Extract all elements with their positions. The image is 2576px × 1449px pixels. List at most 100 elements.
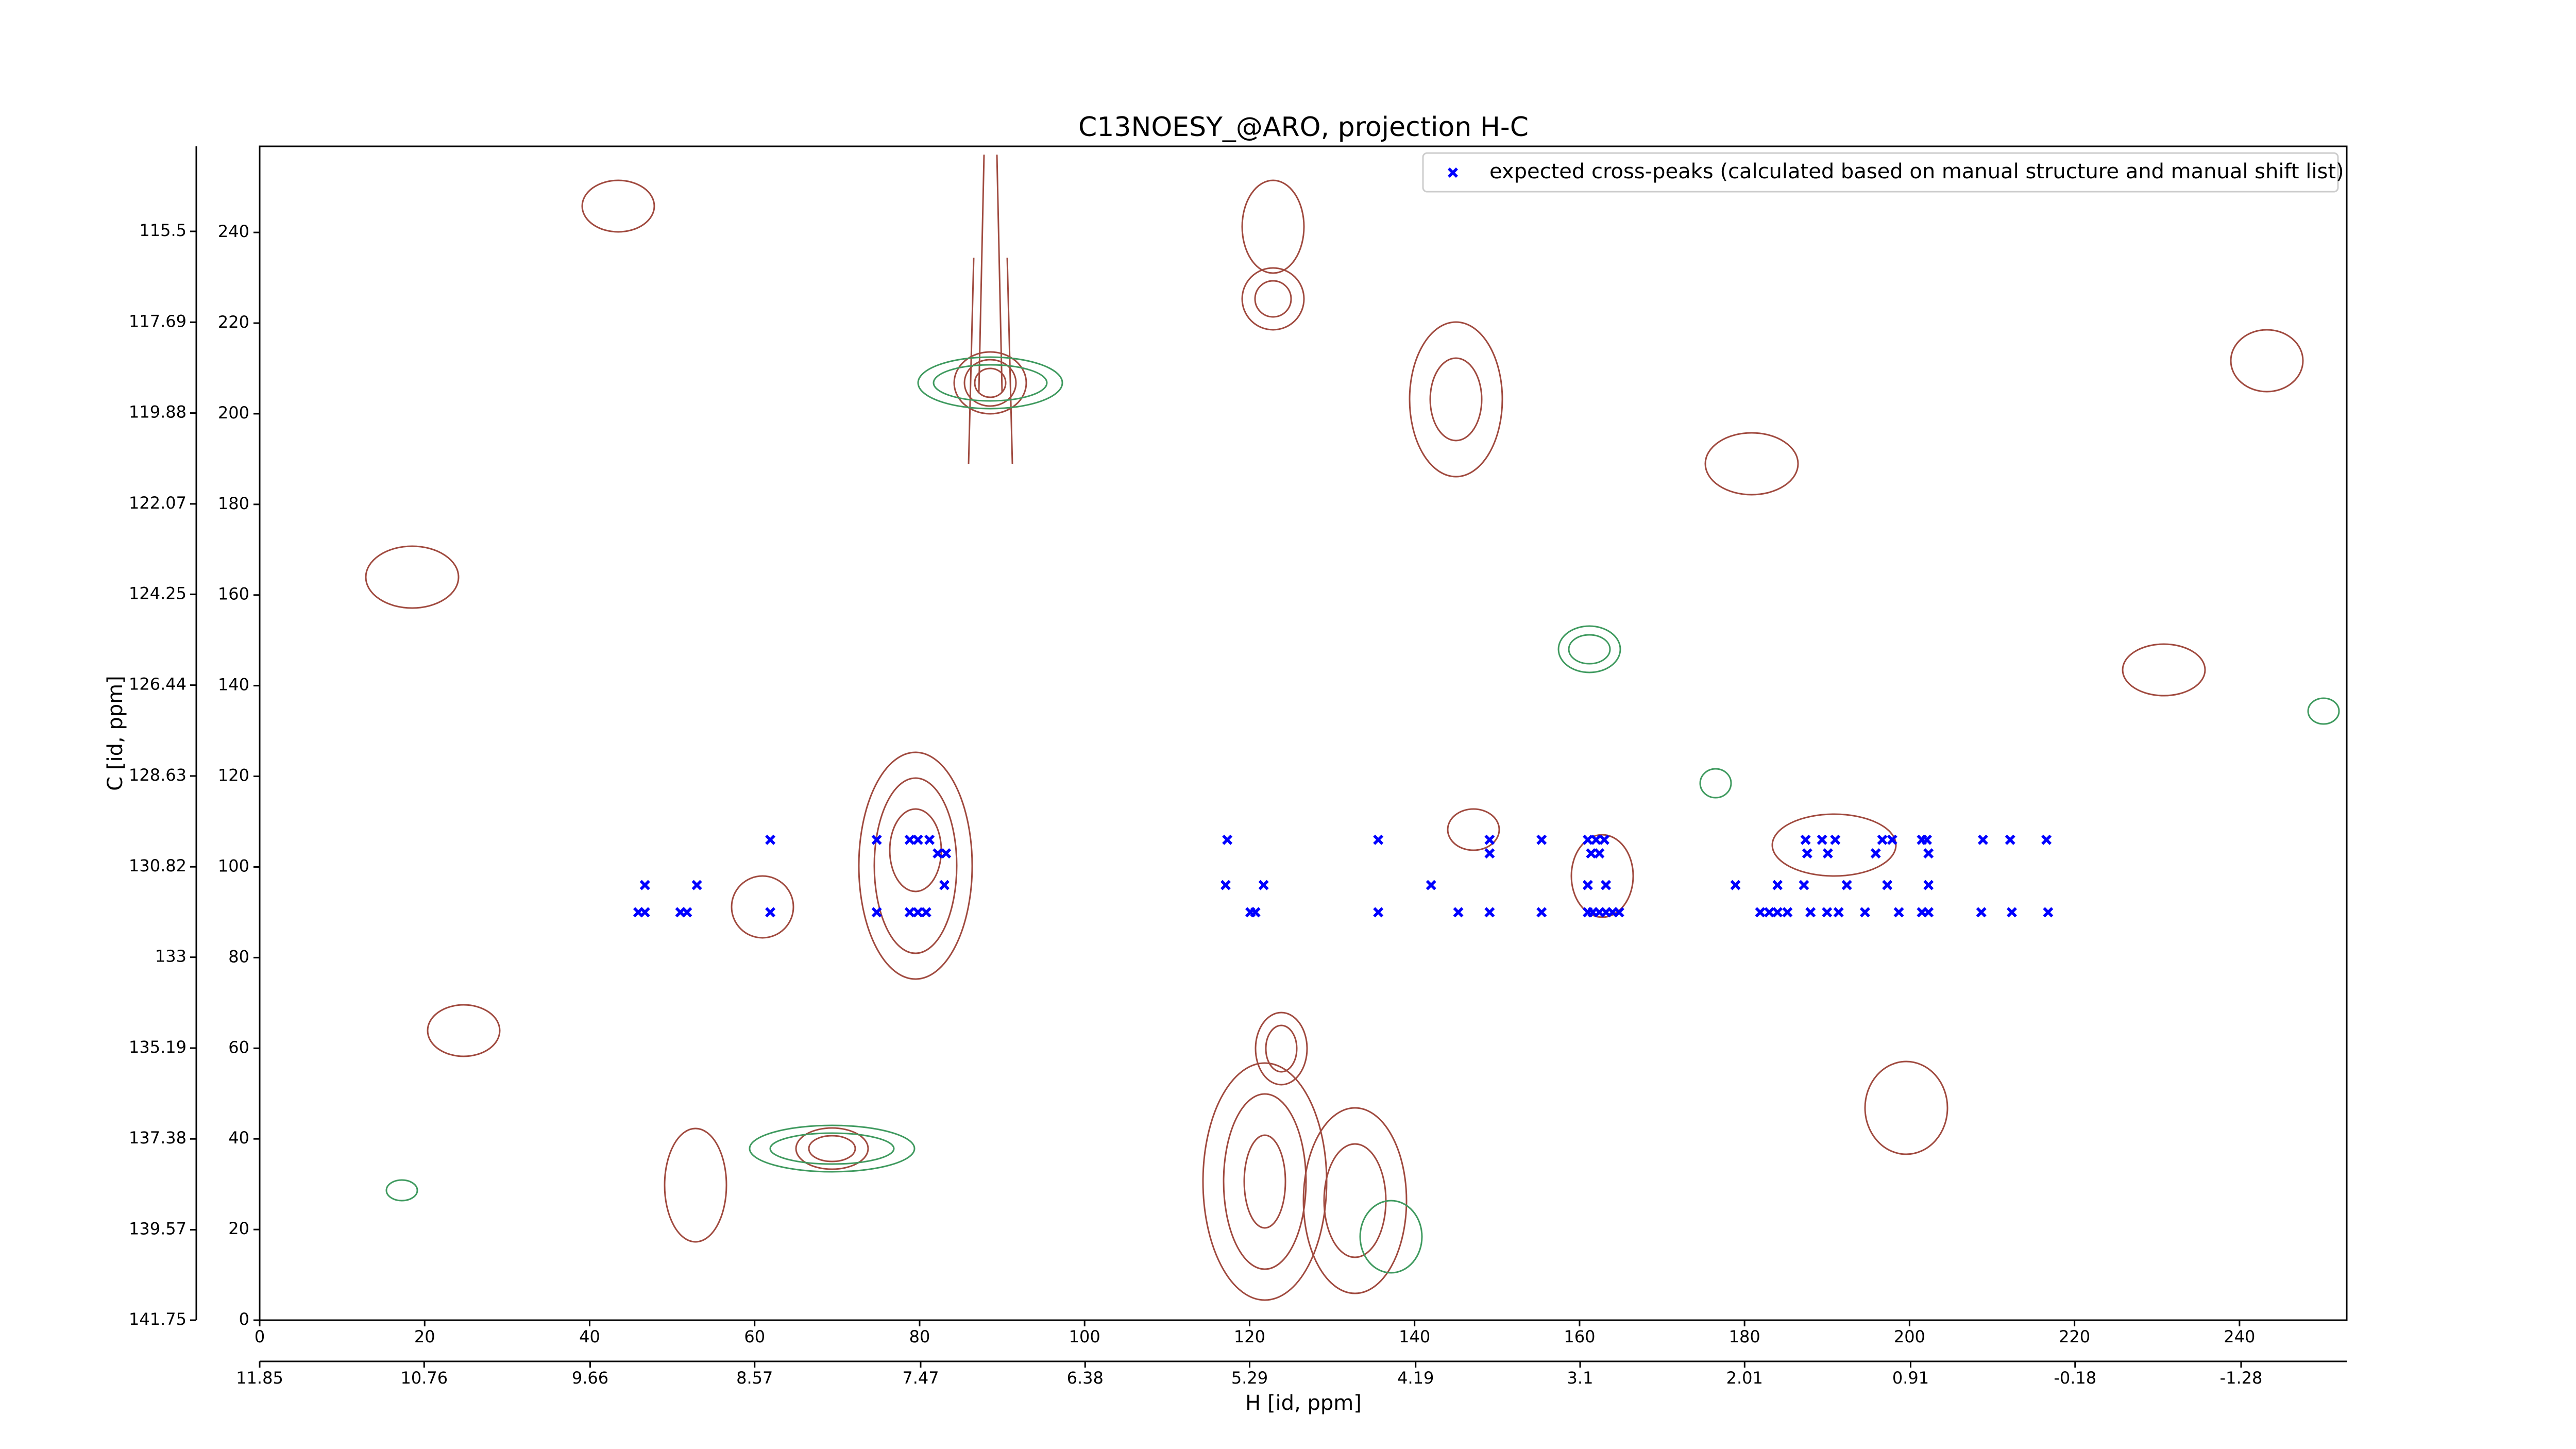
cross-peak: [1799, 880, 1809, 890]
y-tick-label: 40: [228, 1128, 249, 1148]
y-tick-label: 220: [218, 312, 249, 332]
y2-tick-label: 115.5: [139, 221, 187, 240]
plot-frame: [259, 145, 2348, 1321]
cross-peak: [2041, 834, 2052, 845]
y-tick-label: 0: [239, 1309, 249, 1329]
cross-peak: [1772, 907, 1783, 918]
cross-peak: [1484, 848, 1495, 859]
cross-peak: [2043, 907, 2054, 918]
cross-peak: [1599, 834, 1609, 845]
cross-peak: [1590, 834, 1601, 845]
x-tick-label: 200: [1894, 1327, 1925, 1346]
y-tick-label: 240: [218, 222, 249, 241]
x-tick-label: 100: [1069, 1327, 1100, 1346]
y-tick-label: 20: [228, 1219, 249, 1238]
cross-peak: [1833, 907, 1844, 918]
cross-peak: [1220, 880, 1231, 890]
cross-peak: [1882, 880, 1893, 890]
legend: [1422, 152, 2339, 193]
cross-peak: [1870, 848, 1881, 859]
legend-label: expected cross-peaks (calculated based o…: [1489, 160, 2344, 183]
cross-peak: [639, 907, 650, 918]
x2-tick-label: 8.57: [736, 1368, 773, 1388]
x2-tick-label: -1.28: [2220, 1368, 2263, 1388]
x2-tick-label: 6.38: [1067, 1368, 1104, 1388]
y2-tick-label: 124.25: [129, 583, 187, 603]
x2-tick-label: 11.85: [236, 1368, 283, 1388]
cross-peak: [765, 834, 776, 845]
cross-peak: [1976, 907, 1987, 918]
cross-peak: [1536, 834, 1547, 845]
cross-peak: [1805, 907, 1816, 918]
y2-tick-label: 126.44: [129, 675, 187, 694]
cross-peak: [1977, 834, 1988, 845]
x2-tick-label: 0.91: [1892, 1368, 1929, 1388]
cross-peak: [921, 907, 931, 918]
cross-peak: [1802, 848, 1812, 859]
cross-peak: [1373, 907, 1384, 918]
cross-peak: [1822, 907, 1833, 918]
cross-peak: [682, 907, 692, 918]
cross-peak: [1601, 880, 1612, 890]
legend-marker: [1448, 167, 1458, 178]
cross-peak: [1582, 834, 1593, 845]
x-tick-label: 220: [2059, 1327, 2090, 1346]
y-tick-label: 160: [218, 584, 249, 604]
cross-peak: [1594, 848, 1605, 859]
cross-peak: [912, 834, 923, 845]
cross-peak: [1923, 880, 1934, 890]
x-axis-label: H [id, ppm]: [1245, 1391, 1362, 1415]
cross-peak: [1764, 907, 1775, 918]
cross-peak: [904, 834, 915, 845]
cross-peak: [765, 907, 776, 918]
cross-peak: [1841, 880, 1852, 890]
x2-tick-label: 5.29: [1231, 1368, 1268, 1388]
y2-tick-label: 119.88: [129, 402, 187, 422]
y-tick-label: 80: [228, 947, 249, 966]
cross-peak: [941, 848, 952, 859]
cross-peak: [1586, 848, 1597, 859]
x-tick-label: 40: [579, 1327, 600, 1346]
x-tick-label: 60: [744, 1327, 765, 1346]
x-tick-label: 240: [2224, 1327, 2255, 1346]
x-tick-label: 20: [414, 1327, 435, 1346]
y-tick-label: 120: [218, 766, 249, 785]
y-tick-label: 60: [228, 1037, 249, 1057]
cross-peak: [1258, 880, 1269, 890]
cross-peak: [924, 834, 935, 845]
y-tick-label: 200: [218, 403, 249, 423]
x-tick-label: 80: [909, 1327, 930, 1346]
cross-peak: [1830, 834, 1841, 845]
cross-peak: [691, 880, 702, 890]
y2-tick-label: 139.57: [129, 1219, 187, 1239]
cross-peak: [1755, 907, 1766, 918]
y2-tick-label: 117.69: [129, 311, 187, 331]
cross-peak: [1373, 834, 1384, 845]
cross-peak: [1921, 834, 1932, 845]
y2-tick-label: 141.75: [129, 1309, 187, 1329]
cross-peak: [1822, 848, 1833, 859]
y-axis-label: C [id, ppm]: [104, 676, 127, 791]
cross-peak: [871, 907, 882, 918]
cross-peak: [1893, 907, 1904, 918]
cross-peak: [1582, 880, 1593, 890]
y-tick-label: 100: [218, 856, 249, 875]
cross-peak: [939, 880, 950, 890]
cross-peak: [1887, 834, 1897, 845]
contour-brown: [365, 154, 2304, 1301]
x-tick-label: 120: [1234, 1327, 1265, 1346]
y2-tick-label: 135.19: [129, 1037, 187, 1057]
cross-peak: [1484, 834, 1495, 845]
x2-tick-label: 7.47: [902, 1368, 939, 1388]
x2-tick-label: 3.1: [1567, 1368, 1594, 1388]
chart-title: C13NOESY_@ARO, projection H-C: [1078, 112, 1529, 143]
cross-peak: [1923, 907, 1934, 918]
x2-tick-label: -0.18: [2054, 1368, 2096, 1388]
cross-peak: [1800, 834, 1811, 845]
y2-tick-label: 133: [155, 947, 187, 966]
cross-peak: [1772, 880, 1783, 890]
cross-peak: [1817, 834, 1827, 845]
cross-peak: [1484, 907, 1495, 918]
cross-peak: [2005, 834, 2015, 845]
cross-peak: [2006, 907, 2017, 918]
